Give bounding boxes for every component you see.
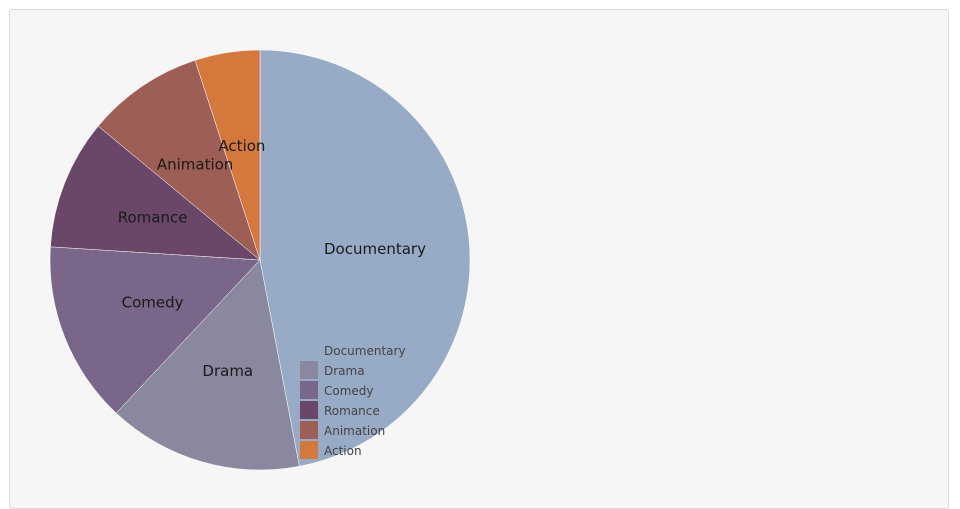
pie-slice-comedy[interactable]	[49, 246, 261, 414]
legend-swatch-animation	[300, 421, 318, 439]
pie-slice-action[interactable]	[194, 49, 261, 261]
slice-label-animation: Animation	[157, 155, 233, 173]
pie-slice-romance[interactable]	[50, 125, 261, 261]
pie-slices	[49, 49, 471, 471]
legend-label-romance[interactable]: Romance	[324, 404, 380, 418]
slice-label-action: Action	[218, 137, 265, 155]
legend-label-documentary[interactable]: Documentary	[324, 344, 406, 358]
legend-label-drama[interactable]: Drama	[324, 364, 365, 378]
legend: Documentary Drama Comedy Romance Animation Ac…	[300, 344, 406, 459]
slice-label-documentary: Documentary	[324, 240, 426, 258]
legend-label-action[interactable]: Action	[324, 444, 362, 458]
slice-label-comedy: Comedy	[122, 294, 184, 312]
pie-slice-animation[interactable]	[97, 59, 261, 261]
legend-swatch-comedy	[300, 381, 318, 399]
legend-swatch-drama	[300, 361, 318, 379]
pie-slice-drama[interactable]	[115, 259, 300, 471]
slice-labels: Documentary Drama Comedy Romance AnimationAc…	[118, 137, 426, 380]
legend-label-comedy[interactable]: Comedy	[324, 384, 374, 398]
legend-swatch-romance	[300, 401, 318, 419]
legend-label-animation[interactable]: Animation	[324, 424, 385, 438]
slice-label-romance: Romance	[118, 208, 188, 226]
legend-swatch-action	[300, 441, 318, 459]
slice-label-drama: Drama	[202, 362, 253, 380]
